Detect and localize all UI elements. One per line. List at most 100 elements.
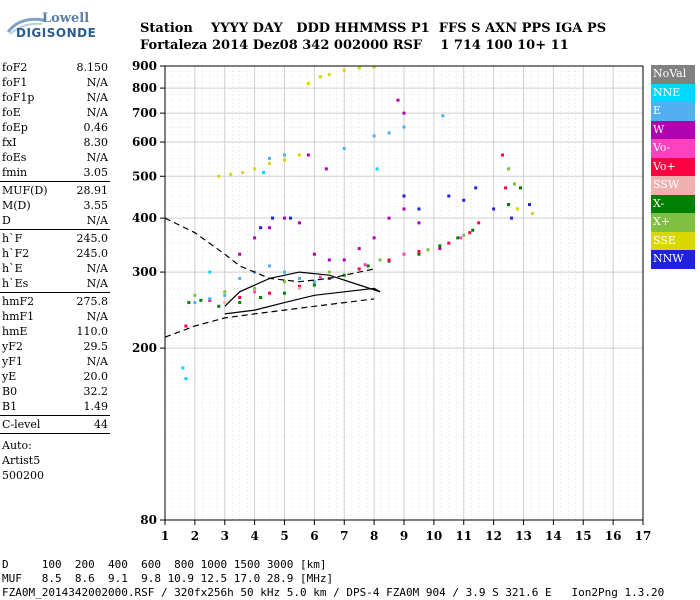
data-point-e bbox=[372, 134, 376, 138]
param-key: B0 bbox=[2, 385, 18, 398]
autoscale-line3: 500200 bbox=[2, 469, 44, 482]
data-point-e bbox=[238, 276, 242, 280]
data-point-nnw bbox=[527, 203, 531, 207]
logo-line1: Lowell bbox=[42, 11, 90, 26]
data-point-nne bbox=[375, 167, 379, 171]
param-row: h`E N/A bbox=[0, 261, 110, 276]
param-row: fmin 3.05 bbox=[0, 165, 110, 180]
param-separator bbox=[0, 229, 110, 230]
param-row: B1 1.49 bbox=[0, 399, 110, 414]
legend-item-nnw: NNW bbox=[651, 250, 695, 269]
param-value: N/A bbox=[86, 277, 108, 290]
param-row: hmF2 275.8 bbox=[0, 294, 110, 309]
param-row: h`F2 245.0 bbox=[0, 246, 110, 261]
data-point-e bbox=[402, 125, 406, 129]
station-header: Station YYYY DAY DDD HHMMSS P1 FFS S AXN… bbox=[140, 20, 606, 54]
param-row: D N/A bbox=[0, 213, 110, 228]
data-point-x- bbox=[187, 301, 191, 305]
param-value: N/A bbox=[86, 355, 108, 368]
param-key: B1 bbox=[2, 400, 18, 413]
data-point-nnw bbox=[474, 186, 478, 190]
data-point-nnw bbox=[259, 226, 263, 230]
y-tick-label: 80 bbox=[140, 513, 157, 527]
param-row: foEs N/A bbox=[0, 150, 110, 165]
data-point-x- bbox=[507, 203, 511, 207]
x-tick-label: 13 bbox=[515, 529, 532, 543]
param-row: foF1 N/A bbox=[0, 75, 110, 90]
data-point-e bbox=[297, 276, 301, 280]
data-point-w bbox=[283, 216, 286, 220]
data-point-e bbox=[268, 156, 272, 160]
data-point-x- bbox=[238, 301, 242, 305]
data-point-nnw bbox=[510, 216, 514, 220]
x-tick-label: 10 bbox=[426, 529, 443, 543]
x-tick-label: 17 bbox=[635, 529, 652, 543]
x-tick-label: 7 bbox=[340, 529, 348, 543]
data-point-vo- bbox=[363, 263, 367, 267]
param-key: yF1 bbox=[2, 355, 23, 368]
data-point-sse bbox=[516, 207, 520, 211]
trace-lines-layer bbox=[164, 217, 381, 338]
param-value: 3.05 bbox=[83, 166, 109, 179]
param-key: foEp bbox=[2, 121, 28, 134]
data-point-x- bbox=[426, 248, 430, 252]
param-key: fmin bbox=[2, 166, 28, 179]
param-key: yE bbox=[2, 370, 17, 383]
param-row: B0 32.2 bbox=[0, 384, 110, 399]
legend-item-nne: NNE bbox=[651, 83, 695, 102]
param-separator bbox=[0, 433, 110, 434]
param-value: N/A bbox=[86, 106, 108, 119]
data-point-nnw bbox=[492, 207, 496, 211]
data-point-x- bbox=[438, 244, 442, 248]
data-point-vo- bbox=[318, 275, 322, 279]
data-point-vo- bbox=[387, 258, 391, 262]
data-point-w bbox=[324, 167, 328, 171]
data-point-w bbox=[297, 221, 301, 225]
param-separator bbox=[0, 415, 110, 416]
data-point-w bbox=[312, 252, 316, 256]
data-point-e bbox=[208, 297, 212, 301]
data-point-sse bbox=[306, 81, 310, 85]
data-point-sse bbox=[297, 153, 301, 157]
y-tick-label: 200 bbox=[132, 341, 157, 355]
legend-item-w: W bbox=[651, 120, 695, 139]
footer-file-info: FZA0M_2014342002000.RSF / 320fx256h 50 k… bbox=[2, 586, 665, 599]
data-point-w bbox=[357, 247, 361, 251]
data-point-vo- bbox=[459, 236, 463, 240]
data-point-vo- bbox=[417, 249, 421, 253]
data-point-sse bbox=[217, 174, 221, 178]
data-point-sse bbox=[229, 172, 233, 176]
x-tick-label: 5 bbox=[280, 529, 288, 543]
data-point-e bbox=[193, 301, 197, 305]
autoscale-line2: Artist5 bbox=[2, 454, 41, 467]
x-tick-label: 1 bbox=[161, 529, 169, 543]
data-point-x- bbox=[417, 252, 421, 256]
param-row: fxI 8.30 bbox=[0, 135, 110, 150]
y-tick-label: 800 bbox=[132, 81, 157, 95]
data-point-nne bbox=[184, 377, 188, 381]
data-point-x- bbox=[342, 273, 346, 277]
data-point-nnw bbox=[288, 216, 292, 220]
data-point-vo- bbox=[447, 241, 451, 245]
legend-item-noval: NoVal bbox=[651, 65, 695, 84]
param-key: foF1 bbox=[2, 76, 28, 89]
footer-distance-row: D 100 200 400 600 800 1000 1500 3000 [km… bbox=[2, 558, 327, 571]
data-point-x- bbox=[471, 228, 475, 232]
param-key: foEs bbox=[2, 151, 27, 164]
data-point-w bbox=[238, 252, 242, 256]
param-separator bbox=[0, 181, 110, 182]
lowell-digisonde-logo: Lowell DIGISONDE bbox=[6, 6, 126, 40]
param-value: 29.5 bbox=[83, 340, 109, 353]
logo-line2: DIGISONDE bbox=[16, 26, 97, 40]
y-tick-label: 500 bbox=[132, 169, 157, 183]
param-row: yF2 29.5 bbox=[0, 339, 110, 354]
param-row: foEp 0.46 bbox=[0, 120, 110, 135]
param-value: 44 bbox=[94, 418, 108, 431]
parameters-panel: foF2 8.150 foF1 N/A foF1p N/A foE N/A foEp 0.46 fx… bbox=[0, 60, 110, 483]
data-point-nnw bbox=[462, 198, 466, 202]
param-key: foE bbox=[2, 106, 21, 119]
data-point-vo- bbox=[477, 221, 481, 225]
data-point-x- bbox=[193, 293, 197, 297]
y-tick-label: 900 bbox=[132, 59, 157, 73]
